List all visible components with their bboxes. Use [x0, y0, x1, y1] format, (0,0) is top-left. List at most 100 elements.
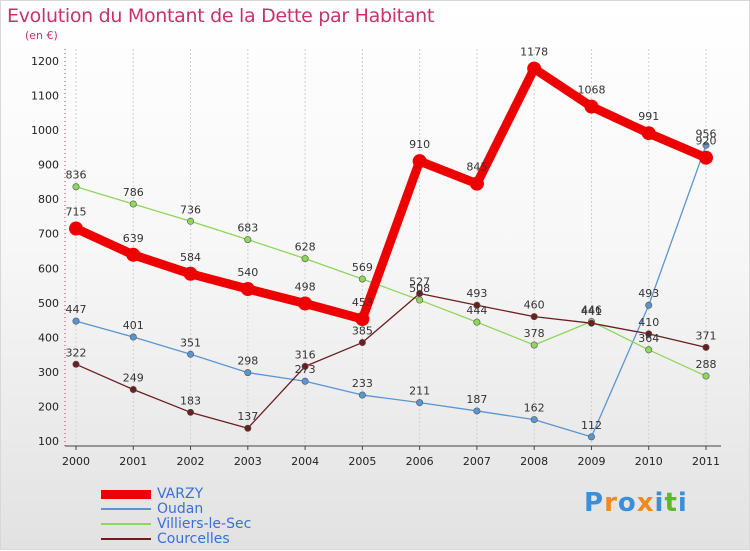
data-label-courcelles: 385 — [352, 325, 373, 338]
legend-swatch — [101, 523, 151, 525]
series-line-villiers-le-sec — [75, 186, 707, 377]
data-point-varzy — [412, 154, 427, 169]
data-point-varzy — [355, 312, 370, 327]
data-label-courcelles: 371 — [696, 329, 717, 342]
x-tick-label: 2000 — [62, 455, 90, 468]
data-label-villiers-le-sec: 508 — [409, 282, 430, 295]
data-point-oudan — [244, 369, 252, 377]
data-label-courcelles: 410 — [638, 316, 659, 329]
x-tick-label: 2011 — [692, 455, 720, 468]
y-tick-label: 600 — [38, 262, 59, 275]
data-label-oudan: 273 — [295, 363, 316, 376]
y-tick-label: 900 — [38, 159, 59, 172]
y-tick-label: 400 — [38, 331, 59, 344]
legend-item-oudan: Oudan — [101, 501, 204, 517]
logo-letter: o — [617, 488, 637, 518]
chart-title: Evolution du Montant de la Dette par Hab… — [7, 5, 435, 27]
x-tick-label: 2008 — [520, 455, 548, 468]
legend-label: VARZY — [157, 486, 204, 502]
data-point-oudan — [416, 399, 424, 407]
data-label-courcelles: 249 — [123, 372, 144, 385]
data-point-oudan — [301, 377, 309, 385]
x-tick-label: 2003 — [234, 455, 262, 468]
series-line-oudan — [75, 144, 707, 438]
data-point-villiers-le-sec — [645, 346, 653, 354]
legend-item-courcelles: Courcelles — [101, 531, 230, 547]
data-label-oudan: 298 — [237, 355, 258, 368]
data-label-villiers-le-sec: 786 — [123, 186, 144, 199]
data-label-varzy: 453 — [352, 296, 373, 309]
logo-letter: P — [584, 488, 605, 518]
data-label-courcelles: 441 — [581, 305, 602, 318]
data-point-villiers-le-sec — [301, 255, 309, 263]
series-line-courcelles — [75, 292, 707, 429]
data-point-villiers-le-sec — [473, 318, 481, 326]
data-label-courcelles: 460 — [524, 299, 545, 312]
logo-letter: i — [677, 488, 688, 518]
data-point-varzy — [298, 296, 313, 311]
data-point-oudan — [358, 391, 366, 399]
logo-letter: x — [636, 488, 655, 518]
data-point-villiers-le-sec — [416, 296, 424, 304]
data-label-varzy: 498 — [295, 281, 316, 294]
data-label-villiers-le-sec: 569 — [352, 261, 373, 274]
data-label-villiers-le-sec: 364 — [638, 332, 659, 345]
data-label-varzy: 1178 — [520, 46, 548, 59]
legend-swatch — [101, 538, 151, 540]
x-tick-label: 2001 — [119, 455, 147, 468]
data-point-oudan — [72, 317, 80, 325]
data-point-oudan — [530, 416, 538, 424]
data-label-oudan: 401 — [123, 319, 144, 332]
data-point-oudan — [645, 301, 653, 309]
y-tick-label: 1000 — [31, 124, 59, 137]
data-point-courcelles — [358, 339, 366, 347]
data-label-villiers-le-sec: 288 — [696, 358, 717, 371]
data-label-courcelles: 527 — [409, 275, 430, 288]
data-point-varzy — [641, 126, 656, 141]
data-label-oudan: 956 — [696, 127, 717, 140]
legend-label: Oudan — [157, 501, 204, 517]
data-label-courcelles: 316 — [295, 348, 316, 361]
x-tick-label: 2002 — [177, 455, 205, 468]
data-point-villiers-le-sec — [702, 372, 710, 380]
y-tick-label: 1200 — [31, 55, 59, 68]
data-point-varzy — [527, 61, 542, 76]
data-point-courcelles — [301, 362, 309, 370]
data-label-varzy: 910 — [409, 138, 430, 151]
data-point-varzy — [699, 150, 713, 165]
data-point-villiers-le-sec — [129, 200, 137, 208]
proxiti-logo: Proxiti — [584, 488, 688, 518]
y-tick-label: 300 — [38, 366, 59, 379]
y-tick-label: 100 — [38, 435, 59, 448]
legend-item-varzy: VARZY — [101, 486, 204, 502]
data-label-villiers-le-sec: 378 — [524, 327, 545, 340]
data-point-courcelles — [129, 386, 137, 394]
data-point-varzy — [584, 99, 599, 114]
data-point-villiers-le-sec — [244, 236, 252, 244]
data-label-varzy: 845 — [466, 161, 487, 174]
data-point-varzy — [240, 282, 255, 296]
data-label-varzy: 920 — [696, 135, 717, 148]
data-point-courcelles — [473, 301, 481, 309]
x-tick-label: 2009 — [577, 455, 605, 468]
data-label-oudan: 187 — [466, 393, 487, 406]
data-point-courcelles — [187, 408, 195, 416]
legend-item-villiers-le-sec: Villiers-le-Sec — [101, 516, 252, 532]
legend-label: Villiers-le-Sec — [157, 516, 252, 532]
data-point-courcelles — [530, 313, 538, 321]
y-tick-label: 200 — [38, 400, 59, 413]
y-tick-label: 700 — [38, 228, 59, 241]
data-point-varzy — [69, 221, 83, 236]
series-line-varzy — [71, 64, 711, 324]
data-point-varzy — [126, 247, 141, 262]
data-label-varzy: 1068 — [577, 84, 605, 97]
x-tick-label: 2004 — [291, 455, 319, 468]
data-point-villiers-le-sec — [530, 341, 538, 349]
data-label-varzy: 584 — [180, 251, 201, 264]
data-point-courcelles — [645, 330, 653, 338]
data-label-oudan: 447 — [66, 303, 87, 316]
data-label-oudan: 493 — [638, 287, 659, 300]
axes: 100 200 300 400 500 600 700 800 900 1000 1100 1200 2… — [31, 49, 721, 468]
logo-letter: r — [604, 488, 618, 518]
data-label-villiers-le-sec: 628 — [295, 241, 316, 254]
